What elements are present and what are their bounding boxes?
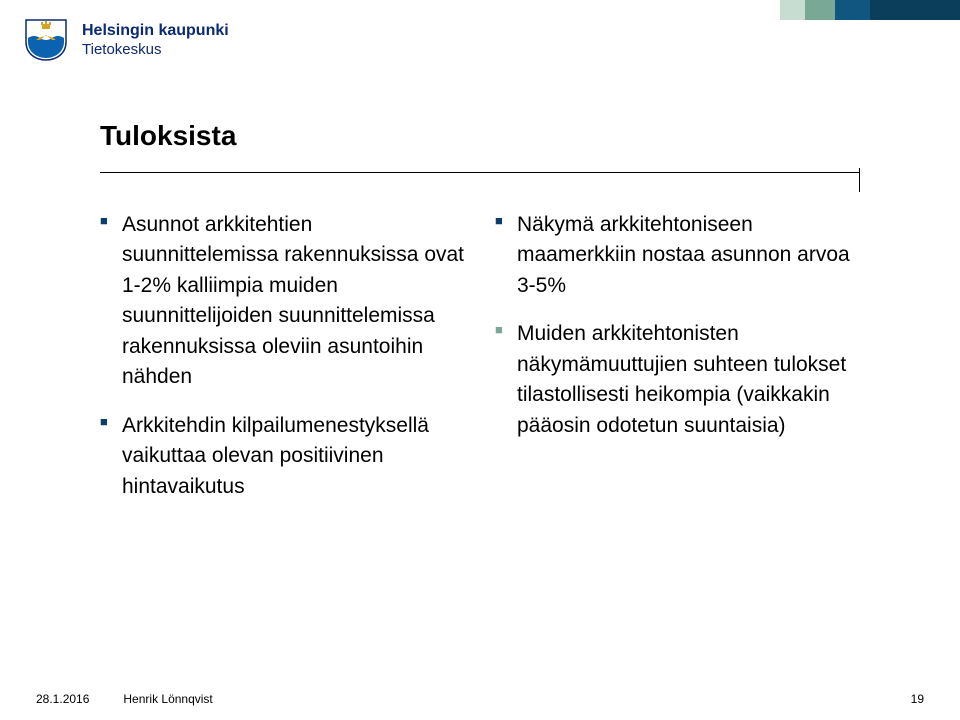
body-columns: Asunnot arkkitehtien suunnittelemissa ra… [100, 210, 860, 520]
list-item: Muiden arkkitehtonisten näkymämuuttujien… [495, 319, 860, 441]
left-column: Asunnot arkkitehtien suunnittelemissa ra… [100, 210, 465, 520]
title-area: Tuloksista [100, 120, 860, 173]
page-number: 19 [911, 692, 924, 706]
logo-block: Helsingin kaupunki Tietokeskus [22, 18, 229, 62]
list-item: Asunnot arkkitehtien suunnittelemissa ra… [100, 210, 465, 393]
title-tick [859, 168, 860, 192]
right-bullet-list: Näkymä arkkitehtoniseen maamerkkiin nost… [495, 210, 860, 441]
org-unit: Tietokeskus [82, 41, 229, 58]
title-divider [100, 172, 860, 173]
footer-date: 28.1.2016 [36, 692, 89, 706]
stripe-4 [870, 0, 915, 20]
top-stripe-bar [780, 0, 960, 20]
org-name: Helsingin kaupunki [82, 22, 229, 40]
slide: Helsingin kaupunki Tietokeskus Tuloksist… [0, 0, 960, 720]
stripe-3 [835, 0, 870, 20]
stripe-2 [805, 0, 835, 20]
logo-text: Helsingin kaupunki Tietokeskus [82, 22, 229, 58]
left-bullet-list: Asunnot arkkitehtien suunnittelemissa ra… [100, 210, 465, 502]
stripe-5 [915, 0, 960, 20]
stripe-1 [780, 0, 805, 20]
list-item: Arkkitehdin kilpailumenestyksellä vaikut… [100, 411, 465, 502]
right-column: Näkymä arkkitehtoniseen maamerkkiin nost… [495, 210, 860, 520]
page-title: Tuloksista [100, 120, 860, 152]
footer: 28.1.2016 Henrik Lönnqvist 19 [36, 692, 924, 706]
footer-author: Henrik Lönnqvist [123, 692, 212, 706]
crest-icon [22, 18, 70, 62]
list-item: Näkymä arkkitehtoniseen maamerkkiin nost… [495, 210, 860, 301]
